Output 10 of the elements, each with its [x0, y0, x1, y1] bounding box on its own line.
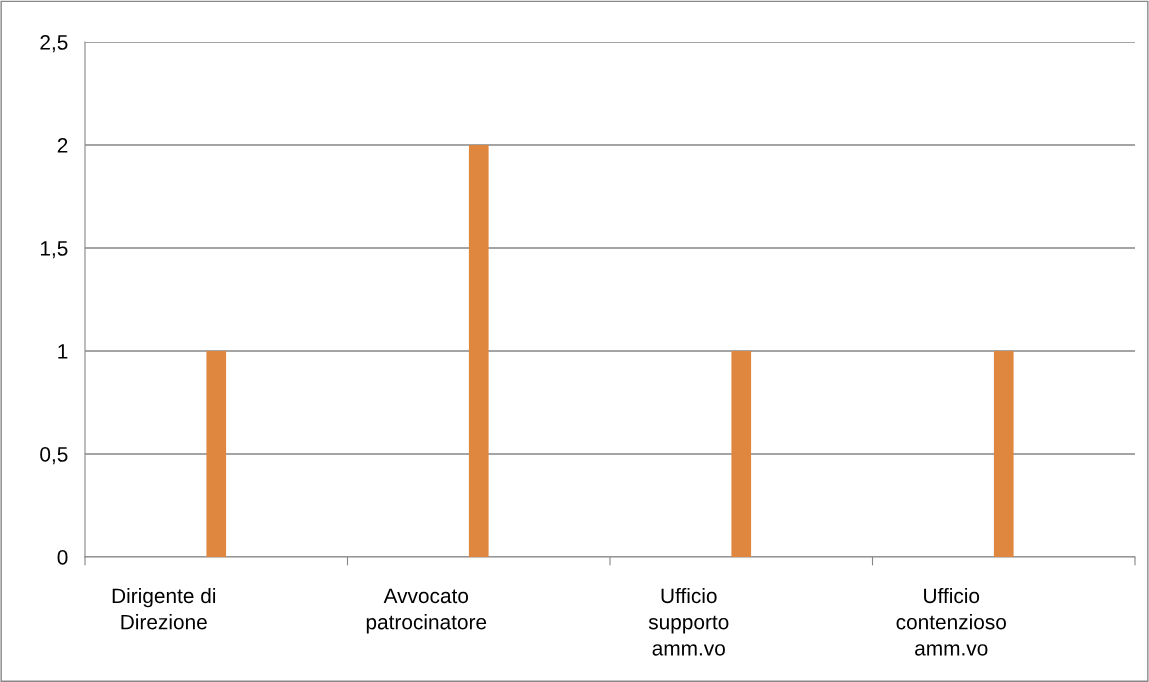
y-tick-label: 1,5	[40, 241, 68, 259]
y-tick-label: 0	[57, 550, 68, 565]
y-tick-label: 2,5	[40, 35, 68, 53]
y-tick-label: 1	[58, 344, 68, 359]
x-tick-label: Ufficio contenzioso amm.vo	[896, 587, 1006, 656]
x-tick-label: Dirigente di Direzione	[112, 587, 216, 630]
x-tick-label: Avvocato patrocinatore	[366, 588, 487, 634]
x-tick-label: Ufficio supporto amm.vo	[648, 587, 729, 656]
y-tick-label: 2	[57, 138, 68, 153]
y-tick-label: 0,5	[40, 447, 68, 465]
